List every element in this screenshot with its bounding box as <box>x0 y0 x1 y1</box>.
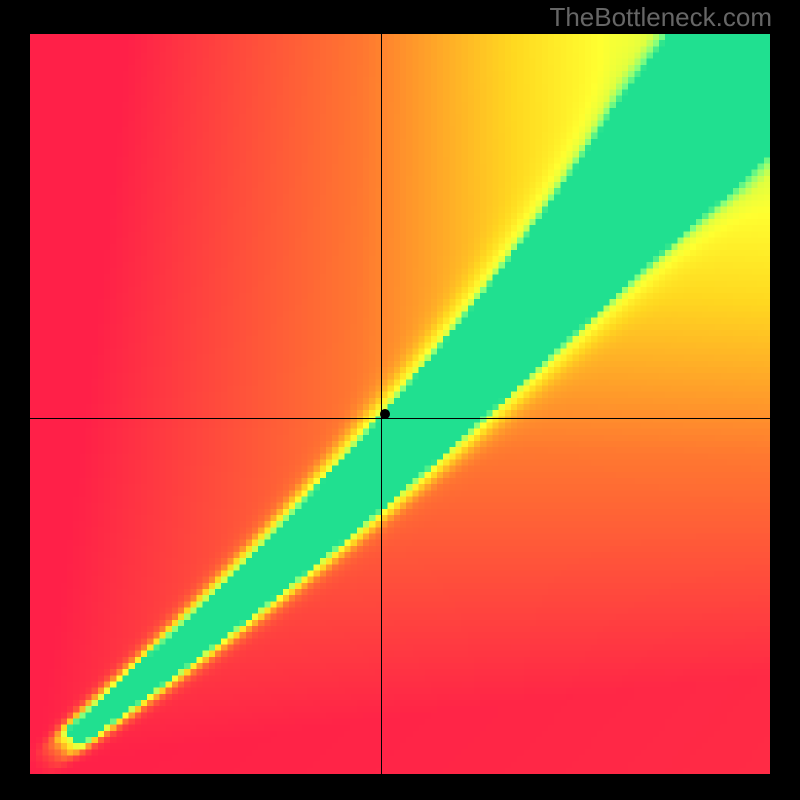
crosshair-vertical <box>381 34 382 774</box>
crosshair-horizontal <box>30 418 770 419</box>
data-point <box>380 409 390 419</box>
frame: TheBottleneck.com <box>0 0 800 800</box>
heatmap-canvas <box>30 34 770 774</box>
watermark-text: TheBottleneck.com <box>549 2 772 33</box>
plot-area <box>30 34 770 774</box>
